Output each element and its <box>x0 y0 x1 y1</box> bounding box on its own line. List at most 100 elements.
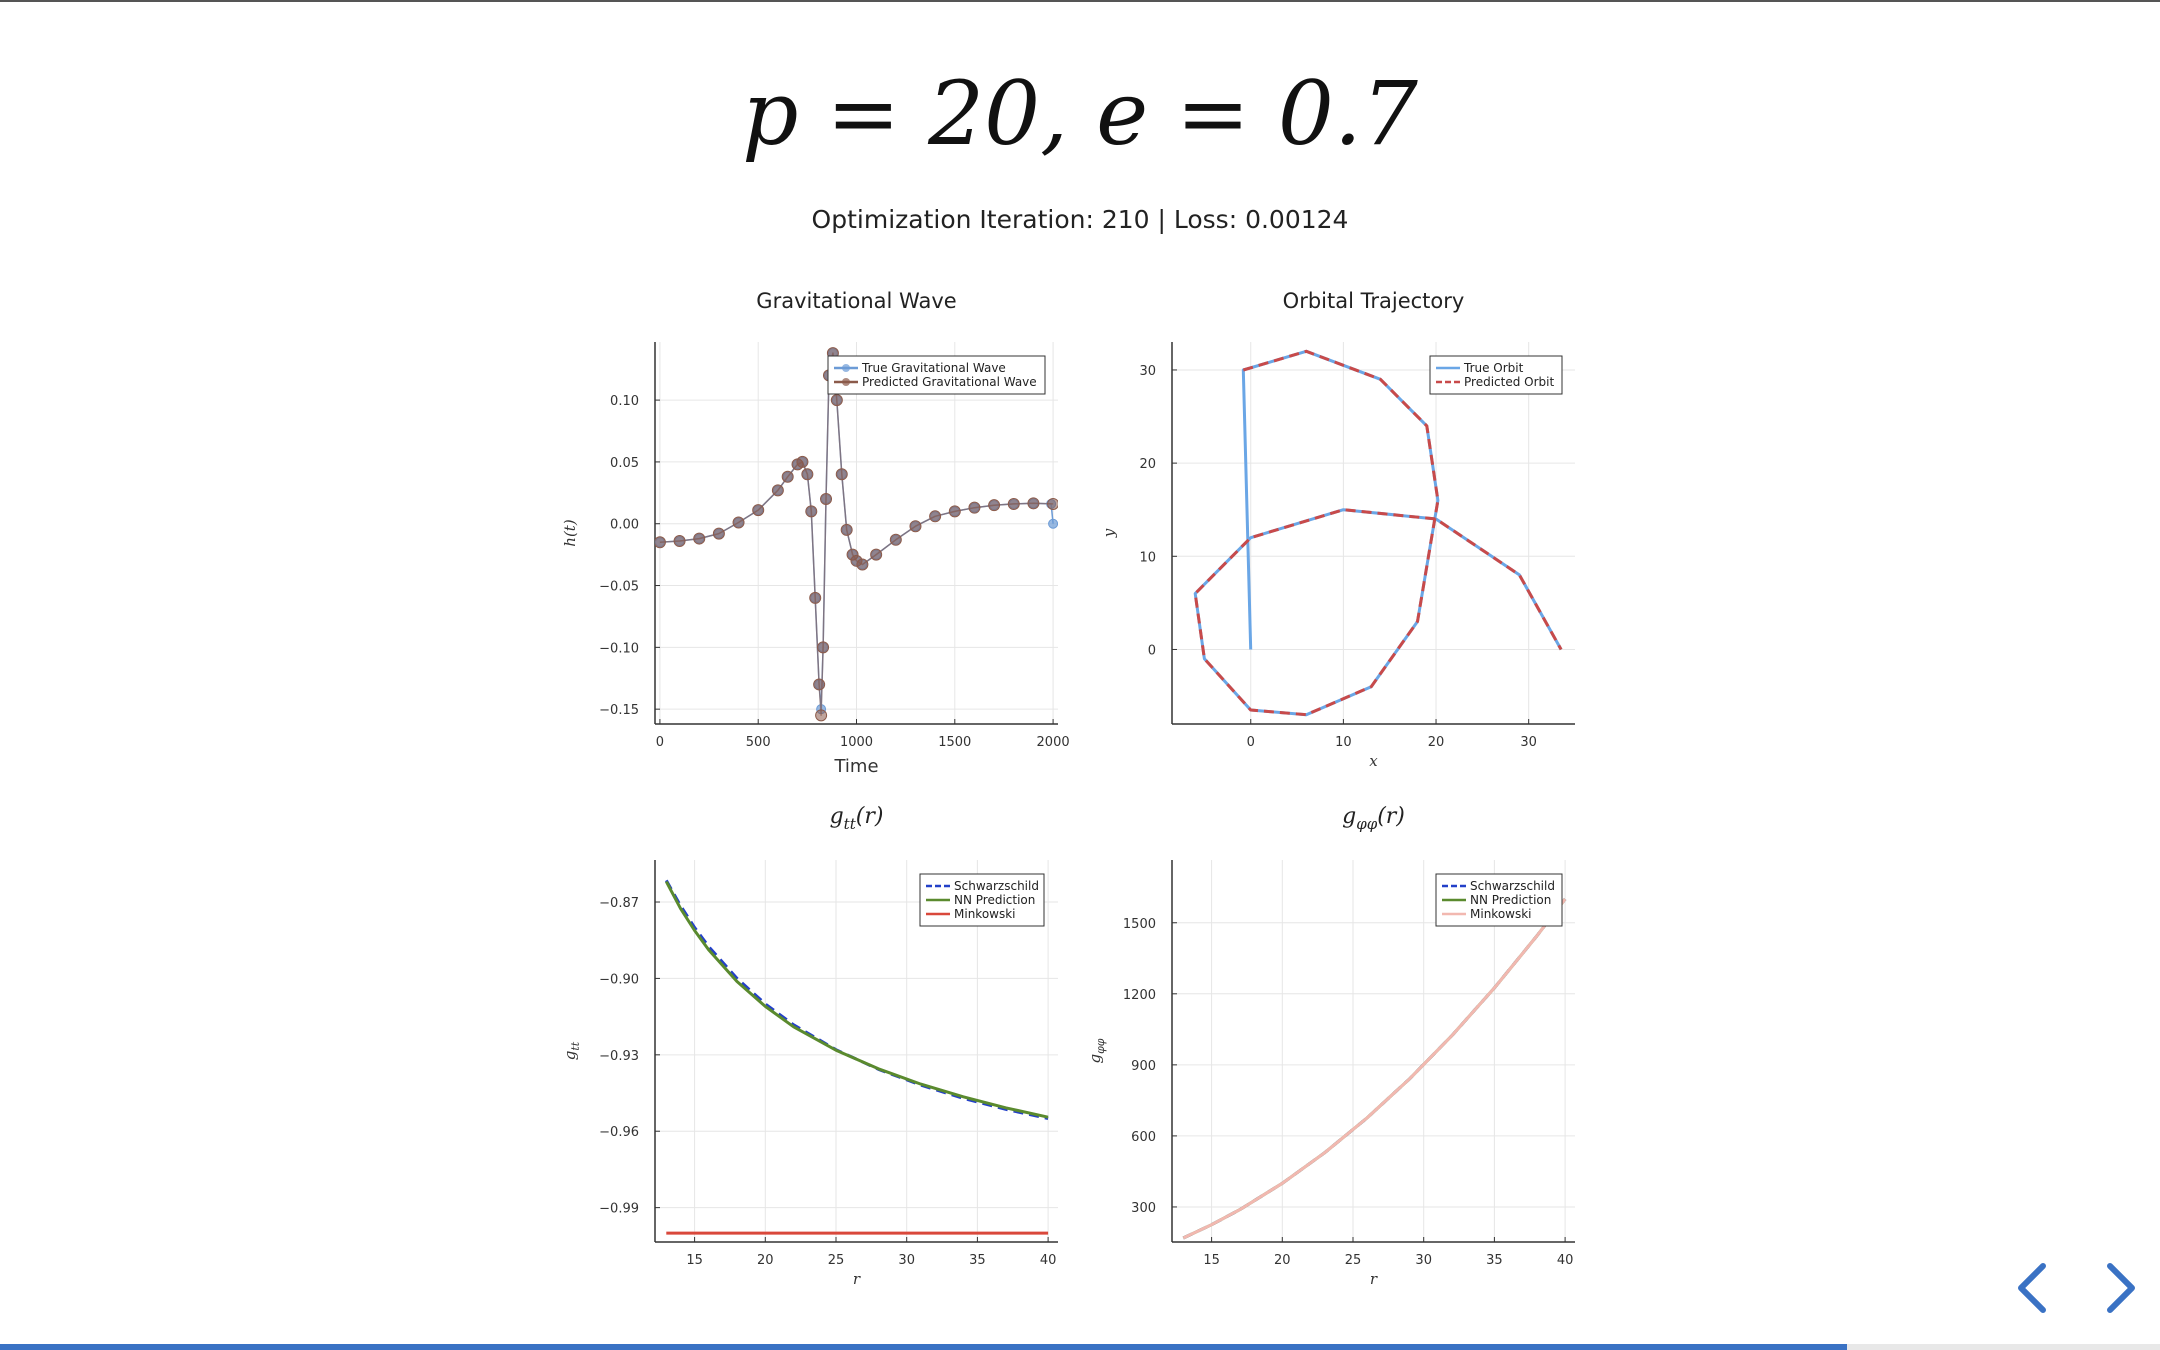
series-point <box>820 493 833 506</box>
series-point <box>929 510 942 523</box>
series-point <box>870 548 883 561</box>
y-tick-label: −0.99 <box>599 1202 639 1217</box>
y-tick-label: 1500 <box>1123 917 1156 932</box>
chevron-left-icon <box>2018 1263 2046 1313</box>
x-axis-label: r <box>1370 1270 1378 1288</box>
series-group <box>664 879 1049 1235</box>
y-tick-label: 30 <box>1139 364 1156 379</box>
title-part: (r) <box>1377 804 1405 829</box>
series-group <box>1193 349 1563 717</box>
series-point <box>693 532 706 545</box>
y-tick-label: 0.00 <box>610 518 639 533</box>
prev-slide-button[interactable] <box>2005 1258 2065 1318</box>
title-subscript: tt <box>844 815 857 833</box>
y-tick-label: −0.05 <box>599 580 639 595</box>
y-tick-label: 0.10 <box>610 394 639 409</box>
series-point <box>809 591 822 604</box>
series-point <box>771 484 784 497</box>
title-part: (r) <box>856 804 884 829</box>
series-group <box>655 347 1058 722</box>
x-tick-label: 1500 <box>938 735 971 750</box>
series-line <box>664 880 1049 1119</box>
slide-title: p = 20, e = 0.7 <box>742 62 1418 165</box>
x-tick-label: 1000 <box>840 735 873 750</box>
legend-marker <box>842 378 850 386</box>
series-point <box>817 641 830 654</box>
series-point <box>712 527 725 540</box>
title-part: g <box>1342 804 1356 829</box>
x-tick-label: 2000 <box>1037 735 1070 750</box>
y-tick-label: −0.93 <box>599 1049 639 1064</box>
y-tick-label: 20 <box>1139 457 1156 472</box>
legend-label: Predicted Orbit <box>1464 375 1554 389</box>
x-tick-label: 0 <box>656 735 664 750</box>
chart-gphiphi: gφφ(r)15 20 25 30 35 4030060090012001500rgφφS… <box>1086 804 1575 1288</box>
series-point <box>1048 518 1058 529</box>
y-tick-label: −0.10 <box>599 641 639 656</box>
y-tick-label: 900 <box>1131 1059 1156 1074</box>
series-point <box>801 468 814 481</box>
series-line <box>1193 349 1563 717</box>
x-tick-label: 15 <box>686 1253 703 1268</box>
x-tick-label: 15 <box>1203 1253 1220 1268</box>
legend-label: Minkowski <box>954 907 1016 921</box>
chart-title: gtt(r) <box>830 804 884 833</box>
progress-bar <box>0 1344 2160 1350</box>
y-axis-label: y <box>1100 528 1118 538</box>
progress-fill <box>0 1344 1847 1350</box>
x-tick-label: 35 <box>1486 1253 1503 1268</box>
y-tick-label: 300 <box>1131 1201 1156 1216</box>
y-tick-label: −0.90 <box>599 972 639 987</box>
series-line <box>1182 898 1567 1240</box>
x-tick-label: 40 <box>1557 1253 1574 1268</box>
series-line <box>1193 349 1563 717</box>
chart-title: Gravitational Wave <box>756 289 956 313</box>
series-point <box>1027 497 1040 510</box>
legend-label: True Gravitational Wave <box>861 361 1006 375</box>
y-axis-label: gφφ <box>1086 1038 1107 1063</box>
legend-label: Minkowski <box>1470 907 1532 921</box>
series-point <box>889 533 902 546</box>
x-axis-label: x <box>1369 752 1378 770</box>
x-tick-label: 30 <box>898 1253 915 1268</box>
y-tick-label: 1200 <box>1123 988 1156 1003</box>
y-tick-label: −0.15 <box>599 703 639 718</box>
y-axis-label: h(t) <box>561 519 579 547</box>
x-tick-label: 500 <box>746 735 771 750</box>
series-point <box>1007 497 1020 510</box>
y-tick-label: −0.96 <box>599 1125 639 1140</box>
legend-box <box>1429 355 1563 395</box>
x-tick-label: 40 <box>1040 1253 1057 1268</box>
series-point <box>1047 497 1058 510</box>
legend-marker <box>842 364 850 372</box>
series-group <box>1182 898 1567 1240</box>
chart-title: gφφ(r) <box>1342 804 1405 833</box>
series-point <box>732 516 745 529</box>
y-label-part: g <box>561 1051 579 1061</box>
y-label-subscript: tt <box>569 1041 582 1050</box>
series-point <box>815 709 828 722</box>
x-tick-label: 20 <box>1274 1253 1291 1268</box>
series-point <box>948 505 961 518</box>
series-point <box>968 501 981 514</box>
series-point <box>796 455 809 468</box>
next-slide-button[interactable] <box>2090 1258 2150 1318</box>
x-tick-label: 0 <box>1247 735 1255 750</box>
series-line <box>1182 898 1567 1240</box>
title-part: g <box>830 804 844 829</box>
series-point <box>988 499 1001 512</box>
x-tick-label: 20 <box>1428 735 1445 750</box>
slide-subtitle: Optimization Iteration: 210 | Loss: 0.00… <box>811 205 1349 234</box>
legend-label: True Orbit <box>1463 361 1524 375</box>
chart-gw: Gravitational Wave 0 500 1000 1500 2000 0.10 0.… <box>561 289 1070 777</box>
series-point <box>673 535 686 548</box>
series-point <box>781 470 794 483</box>
x-tick-label: 20 <box>757 1253 774 1268</box>
series-line <box>1182 898 1567 1240</box>
series-point <box>813 678 826 691</box>
x-tick-label: 10 <box>1335 735 1352 750</box>
x-tick-label: 30 <box>1520 735 1537 750</box>
